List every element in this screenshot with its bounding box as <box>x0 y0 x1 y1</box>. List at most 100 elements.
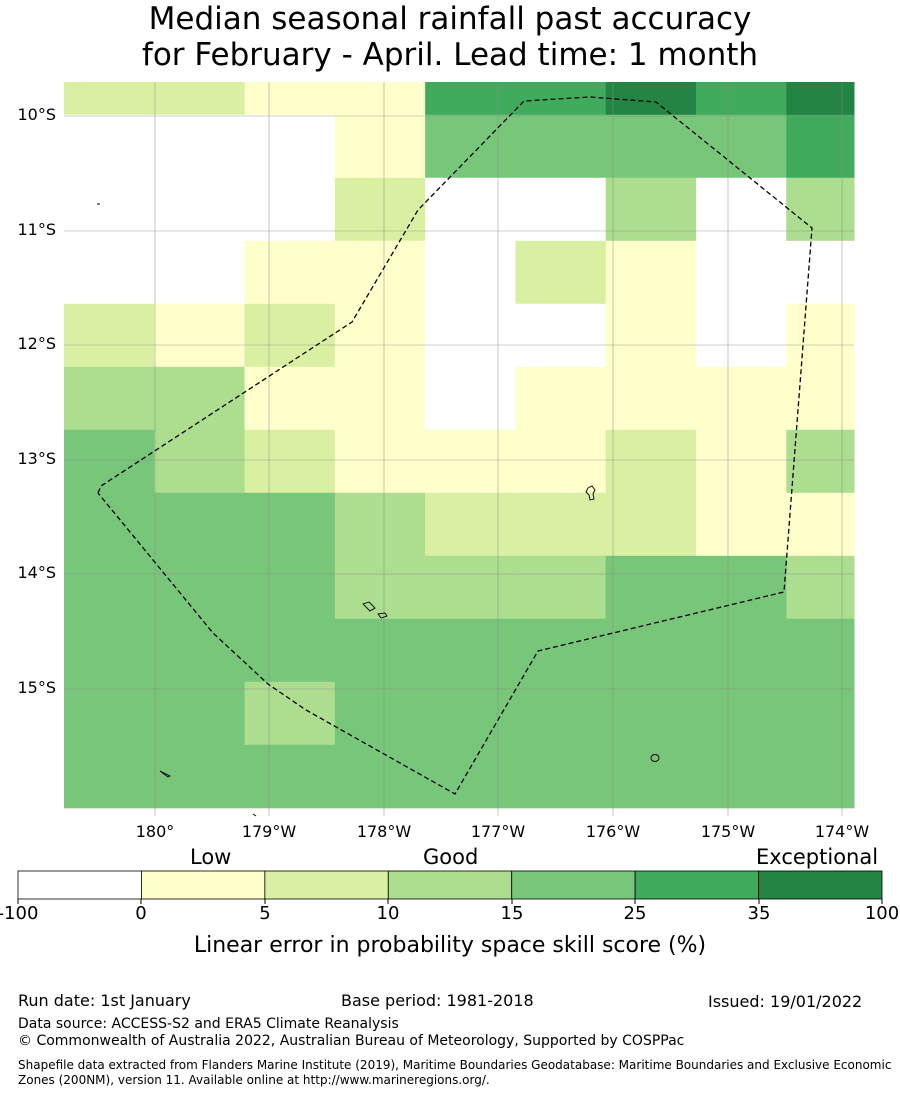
skill-cell <box>334 177 426 242</box>
skill-cell <box>425 366 516 431</box>
colorbar-swatch <box>387 870 513 900</box>
skill-cell <box>244 177 336 242</box>
colorbar-category-low: Low <box>190 845 232 869</box>
skill-cell <box>154 555 246 620</box>
skill-cell <box>244 429 336 494</box>
skill-cell <box>786 114 855 179</box>
colorbar-swatch <box>141 870 266 900</box>
skill-cell <box>244 303 336 368</box>
skill-cell <box>696 618 787 683</box>
skill-cell <box>64 114 155 179</box>
skill-cell <box>786 555 855 620</box>
skill-cell <box>696 82 787 116</box>
colorbar-tick-label: 5 <box>259 903 271 924</box>
colorbar-tick-label: 15 <box>500 903 524 924</box>
colorbar-tick-label: 100 <box>864 903 900 924</box>
skill-cell <box>425 114 516 179</box>
skill-cell <box>786 744 855 809</box>
skill-cell <box>425 492 516 557</box>
colorbar-category-exceptional: Exceptional <box>756 845 879 869</box>
skill-cell <box>605 366 697 431</box>
skill-cell <box>154 240 246 305</box>
skill-cell <box>696 240 787 305</box>
skill-cell <box>605 82 697 116</box>
skill-cell <box>244 82 336 116</box>
skill-cell <box>244 681 336 746</box>
skill-cell <box>244 366 336 431</box>
skill-cell <box>515 492 607 557</box>
skill-cell <box>786 366 855 431</box>
skill-cell <box>605 240 697 305</box>
skill-cell <box>605 114 697 179</box>
skill-cell <box>786 303 855 368</box>
skill-cell <box>425 82 516 116</box>
skill-cell <box>64 303 155 368</box>
skill-cell <box>515 744 607 809</box>
skill-cell <box>786 429 855 494</box>
skill-cell <box>64 82 155 116</box>
skill-cell <box>605 492 697 557</box>
skill-cell <box>154 82 246 116</box>
skill-cell <box>425 681 516 746</box>
skill-cell <box>605 618 697 683</box>
skill-cell <box>786 681 855 746</box>
run-date: Run date: 1st January <box>18 991 191 1010</box>
skill-cell <box>64 744 155 809</box>
skill-cell <box>515 240 607 305</box>
skill-cell <box>154 429 246 494</box>
island-wallis-2 <box>377 612 388 619</box>
skill-cell <box>154 303 246 368</box>
skill-cell <box>425 744 516 809</box>
skill-cell <box>154 366 246 431</box>
skill-cell <box>515 114 607 179</box>
colorbar-tick-label: 25 <box>623 903 647 924</box>
skill-cell <box>515 366 607 431</box>
colorbar-title: Linear error in probability space skill … <box>193 933 707 958</box>
lon-label-177w: 177°W <box>470 822 526 841</box>
skill-cell <box>515 177 607 242</box>
skill-cell <box>64 240 155 305</box>
skill-cell <box>154 681 246 746</box>
issued-date: Issued: 19/01/2022 <box>708 992 863 1011</box>
data-source: Data source: ACCESS-S2 and ERA5 Climate … <box>18 1016 399 1032</box>
colorbar-swatch <box>758 870 883 900</box>
colorbar-swatch <box>17 870 142 900</box>
skill-cell <box>696 177 787 242</box>
copyright: © Commonwealth of Australia 2022, Austra… <box>18 1033 685 1049</box>
skill-cell <box>334 240 426 305</box>
shapefile-credit-line-1: Shapefile data extracted from Flanders M… <box>18 1058 892 1072</box>
skill-cell <box>244 744 336 809</box>
skill-cell <box>244 555 336 620</box>
skill-cell <box>425 555 516 620</box>
island-south <box>650 754 660 762</box>
lon-label-178w: 178°W <box>356 822 412 841</box>
skill-cell <box>334 429 426 494</box>
base-period: Base period: 1981-2018 <box>341 991 534 1010</box>
lon-label-174w: 174°W <box>814 822 870 841</box>
colorbar-swatch <box>634 870 759 900</box>
skill-cell <box>696 744 787 809</box>
skill-cell <box>786 618 855 683</box>
skill-cell <box>334 82 426 116</box>
skill-cell <box>605 681 697 746</box>
map-gridlines <box>64 82 854 816</box>
lat-label-13s: 13°S <box>17 449 56 468</box>
lat-label-11s: 11°S <box>17 220 56 239</box>
skill-cell <box>786 240 855 305</box>
colorbar-tick-label: 35 <box>747 903 771 924</box>
island-wallis <box>362 601 376 612</box>
map-title-line-2: for February - April. Lead time: 1 month <box>141 37 759 73</box>
lon-label-179w: 179°W <box>241 822 297 841</box>
colorbar-tick-label: -100 <box>0 903 39 924</box>
shapefile-credit-line-2: Zones (200NM), version 11. Available onl… <box>18 1073 490 1087</box>
skill-cell <box>154 618 246 683</box>
skill-cell <box>425 177 516 242</box>
skill-cell <box>334 114 426 179</box>
skill-cell <box>515 555 607 620</box>
skill-cell <box>696 303 787 368</box>
skill-cell <box>64 555 155 620</box>
skill-cell <box>334 303 426 368</box>
skill-cell <box>605 429 697 494</box>
skill-cell <box>334 366 426 431</box>
